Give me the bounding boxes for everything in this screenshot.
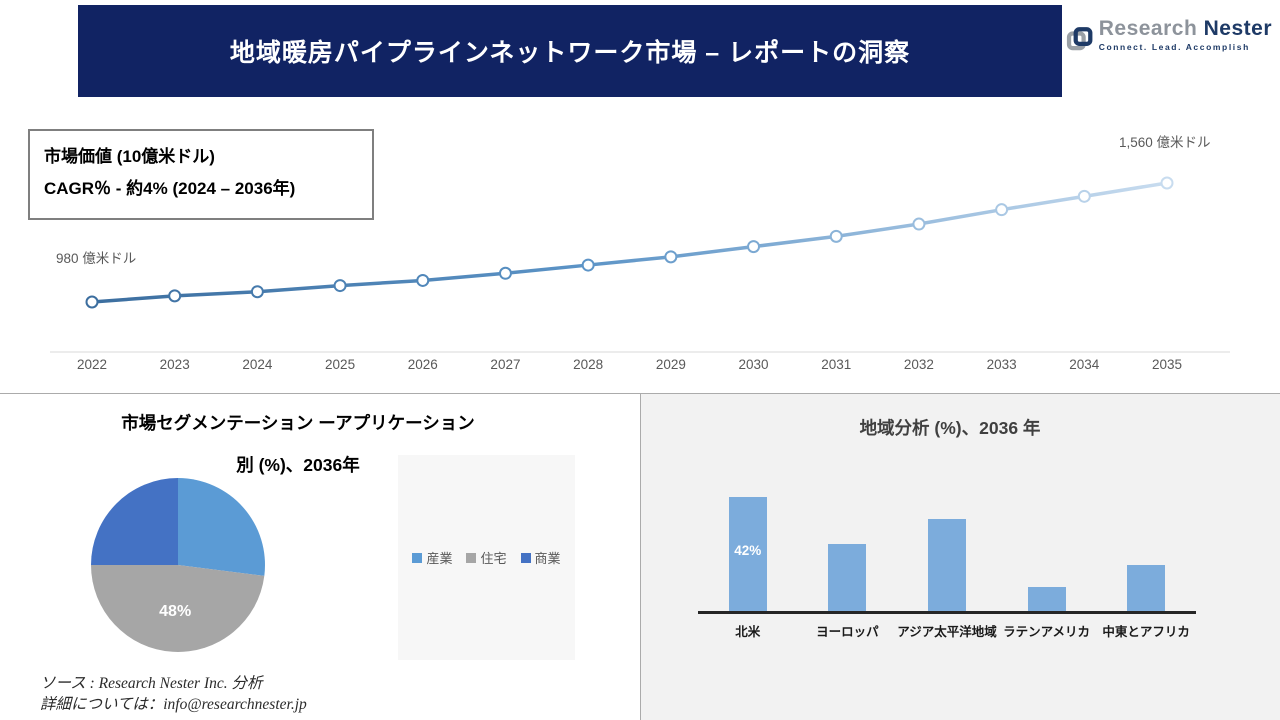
year-tick-label: 2029 xyxy=(655,357,686,372)
year-tick-label: 2025 xyxy=(325,357,356,372)
vertical-divider xyxy=(640,393,641,720)
year-tick-label: 2023 xyxy=(159,357,190,372)
chain-link-icon xyxy=(1066,27,1093,51)
bar-中東とアフリカ xyxy=(1127,565,1166,612)
year-tick-label: 2032 xyxy=(903,357,934,372)
legend-swatch xyxy=(466,552,477,563)
pie-slice-産業 xyxy=(178,478,265,576)
legend-label: 住宅 xyxy=(480,551,507,566)
bar-category-label: ラテンアメリカ xyxy=(1003,625,1091,639)
line-point xyxy=(1077,189,1091,203)
year-tick-label: 2027 xyxy=(490,357,521,372)
pie-data-label: 48% xyxy=(159,603,191,620)
brand-logo: Research Nester Connect. Lead. Accomplis… xyxy=(1066,18,1272,66)
bar-chart-title: 地域分析 (%)、2036 年 xyxy=(859,418,1041,438)
line-series xyxy=(91,181,1168,304)
line-point xyxy=(995,203,1009,217)
line-end-value-label: 1,560 億米ドル xyxy=(1119,135,1211,150)
line-point xyxy=(498,266,512,280)
bar-category-label: 北米 xyxy=(735,625,761,639)
brand-name: Research Nester xyxy=(1099,18,1272,39)
cagr-label: CAGR％ - 約4% (2024 – 2036年) xyxy=(44,179,296,199)
brand-tagline: Connect. Lead. Accomplish xyxy=(1098,42,1250,52)
pie-slice-商業 xyxy=(91,478,178,565)
pie-legend: 産業 住宅 商業 xyxy=(412,548,561,567)
pie-legend-panel: 産業 住宅 商業 xyxy=(398,455,575,660)
line-point xyxy=(912,217,926,231)
year-tick-label: 2031 xyxy=(821,357,852,372)
bar-ラテンアメリカ xyxy=(1027,587,1066,612)
line-point xyxy=(1160,176,1174,190)
pie-chart-title-line1: 市場セグメンテーション ーアプリケーション xyxy=(121,413,475,433)
bar-chart-axis-line xyxy=(698,611,1196,614)
source-line: ソース : Research Nester Inc. 分析 xyxy=(40,675,263,692)
year-tick-label: 2026 xyxy=(407,357,438,372)
pie-chart-title-line2: 別 (%)、2036年 xyxy=(236,455,360,475)
pie-slice-住宅 xyxy=(91,565,265,652)
regional-bar-chart: 42% xyxy=(698,450,1196,612)
bar-アジア太平洋地域 xyxy=(928,519,966,612)
year-tick-label: 2033 xyxy=(986,357,1017,372)
brand-text: Research Nester Connect. Lead. Accomplis… xyxy=(1099,18,1272,52)
brand-name-research: Research xyxy=(1098,17,1198,40)
contact-line: 詳細については：info@researchnester.jp xyxy=(40,695,307,713)
report-header: 地域暖房パイプラインネットワーク市場 – レポートの洞察 xyxy=(78,5,1062,97)
market-value-line-chart xyxy=(50,176,1230,353)
legend-swatch xyxy=(520,552,531,563)
legend-label: 商業 xyxy=(534,551,561,566)
line-point xyxy=(664,250,678,264)
line-point xyxy=(581,258,595,272)
line-point xyxy=(829,229,843,243)
segmentation-pie-chart: 48% xyxy=(91,478,265,652)
line-point xyxy=(85,295,99,309)
bar-ヨーロッパ xyxy=(828,544,867,612)
year-tick-label: 2024 xyxy=(242,357,273,372)
line-point xyxy=(250,285,264,299)
year-tick-label: 2022 xyxy=(76,357,108,372)
source-note: ソース : Research Nester Inc. 分析 詳細については：in… xyxy=(40,674,307,716)
line-start-value-label: 980 億米ドル xyxy=(56,251,137,266)
legend-item-産業: 産業 xyxy=(412,548,452,567)
year-tick-label: 2030 xyxy=(738,357,769,372)
bar-data-label: 42% xyxy=(734,543,762,558)
bar-category-label: 中東とアフリカ xyxy=(1102,625,1190,639)
legend-label: 産業 xyxy=(426,551,453,566)
year-tick-label: 2034 xyxy=(1069,357,1100,372)
year-tick-label: 2035 xyxy=(1151,357,1183,372)
legend-swatch xyxy=(412,552,423,563)
market-value-label: 市場価値 (10億米ドル) xyxy=(44,147,215,166)
legend-item-住宅: 住宅 xyxy=(466,548,507,567)
year-tick-label: 2028 xyxy=(573,357,604,372)
legend-item-商業: 商業 xyxy=(520,548,561,567)
market-value-box: 市場価値 (10億米ドル) CAGR％ - 約4% (2024 – 2036年) xyxy=(28,129,374,220)
line-point xyxy=(168,289,182,303)
bar-category-label: ヨーロッパ xyxy=(816,625,879,639)
line-point xyxy=(416,273,430,287)
line-point xyxy=(747,240,761,254)
bar-北米: 42% xyxy=(728,497,767,612)
bar-category-label: アジア太平洋地域 xyxy=(897,625,997,639)
line-point xyxy=(333,279,347,293)
page-title: 地域暖房パイプラインネットワーク市場 – レポートの洞察 xyxy=(229,39,911,67)
brand-name-nester: Nester xyxy=(1203,17,1272,40)
